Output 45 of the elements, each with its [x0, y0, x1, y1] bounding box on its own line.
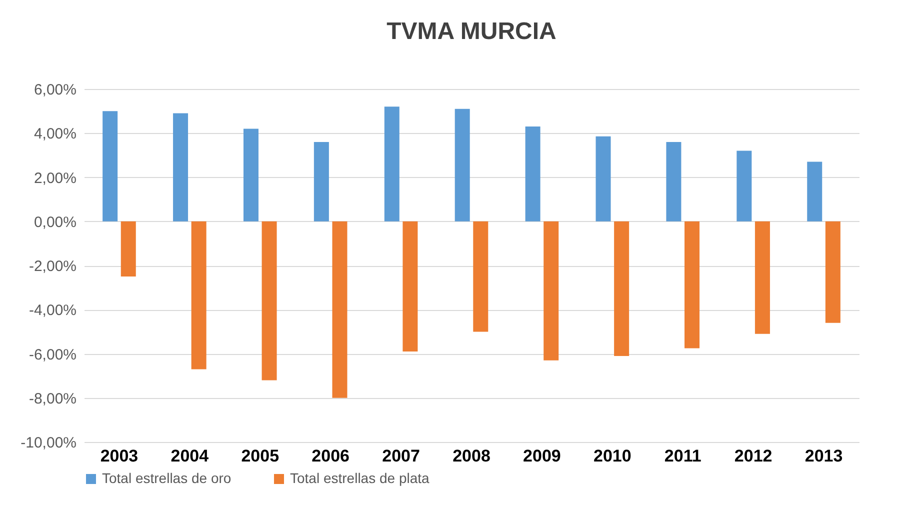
y-tick-label: -2,00% [28, 258, 76, 275]
bar [825, 221, 840, 323]
x-tick-label: 2004 [170, 446, 210, 466]
x-tick-label: 2008 [452, 446, 490, 466]
x-tick-label: 2010 [593, 446, 632, 466]
y-tick-label: 0,00% [34, 214, 76, 231]
y-tick-label: -8,00% [28, 390, 76, 408]
bar [384, 106, 400, 222]
bar [807, 162, 822, 222]
bar [454, 108, 470, 222]
bar [332, 221, 348, 398]
x-tick-label: 2011 [664, 446, 702, 466]
bar [314, 142, 329, 222]
x-tick-label: 2013 [804, 446, 843, 466]
x-tick-label: 2006 [312, 446, 350, 466]
bar [102, 111, 118, 222]
bar [596, 136, 611, 222]
y-tick-label: -4,00% [28, 302, 76, 320]
bar [525, 126, 540, 222]
y-tick-label: -6,00% [28, 346, 76, 364]
bar [736, 150, 752, 222]
x-tick-label: 2012 [734, 446, 772, 466]
bar [402, 221, 418, 352]
bar [191, 221, 206, 370]
legend-label: Total estrellas de oro [102, 470, 232, 486]
bar [666, 142, 682, 222]
bar [614, 221, 630, 356]
bar [262, 221, 277, 380]
y-tick-label: 2,00% [34, 170, 76, 187]
legend-label: Total estrellas de plata [290, 470, 430, 486]
bar [544, 221, 559, 360]
y-tick-label: 6,00% [34, 82, 76, 98]
bar [243, 128, 258, 222]
x-tick-label: 2007 [382, 446, 420, 466]
bar [473, 221, 488, 332]
bar [120, 221, 136, 277]
bar [684, 221, 700, 348]
x-tick-label: 2005 [241, 446, 280, 466]
x-tick-label: 2003 [100, 446, 138, 466]
x-tick-label: 2009 [523, 446, 561, 466]
bar [754, 221, 770, 334]
bar [173, 113, 188, 222]
y-tick-label: 4,00% [34, 126, 76, 143]
chart-title: TVMA MURCIA [386, 18, 556, 45]
y-tick-label: -10,00% [20, 434, 76, 452]
